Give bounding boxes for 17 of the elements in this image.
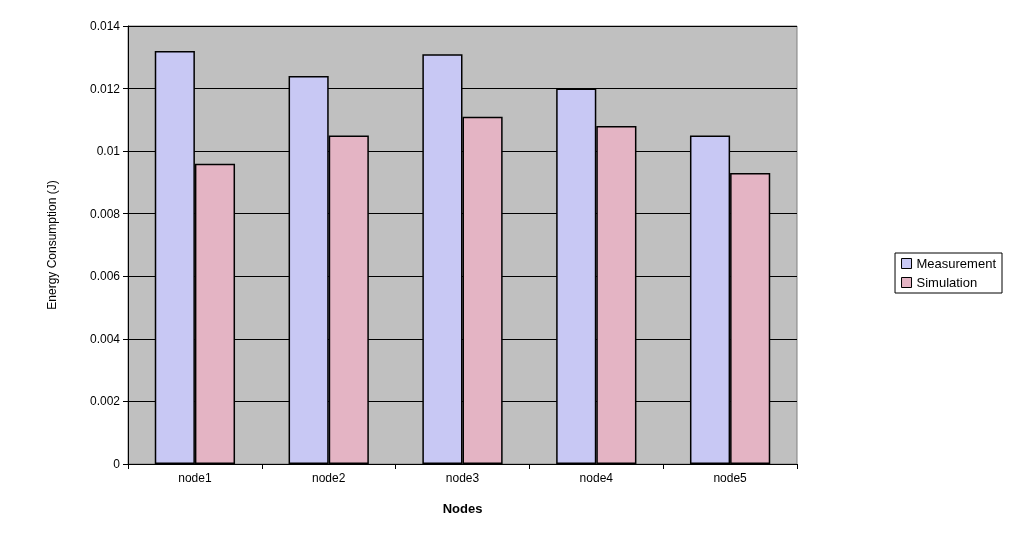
legend-label: Measurement bbox=[916, 256, 997, 271]
y-tick-label: 0.014 bbox=[89, 19, 121, 33]
x-tick-label: node1 bbox=[178, 471, 212, 485]
y-tick-label: 0.004 bbox=[89, 331, 121, 346]
y-tick-label: 0.002 bbox=[89, 394, 121, 409]
y-tick-label: 0 bbox=[113, 457, 121, 471]
y-tick-label: 0.006 bbox=[89, 269, 121, 284]
y-axis-title: Energy Consumption (J) bbox=[45, 180, 59, 310]
x-axis-title: Nodes bbox=[442, 501, 483, 516]
x-tick-label: node4 bbox=[579, 471, 614, 485]
y-tick-label: 0.012 bbox=[89, 81, 121, 96]
x-tick-label: node5 bbox=[713, 471, 748, 485]
y-tick-label: 0.008 bbox=[89, 206, 121, 221]
x-tick-label: node2 bbox=[312, 471, 346, 485]
y-tick-label: 0.01 bbox=[96, 144, 121, 159]
legend-label: Simulation bbox=[916, 275, 978, 290]
x-tick-label: node3 bbox=[445, 471, 480, 485]
